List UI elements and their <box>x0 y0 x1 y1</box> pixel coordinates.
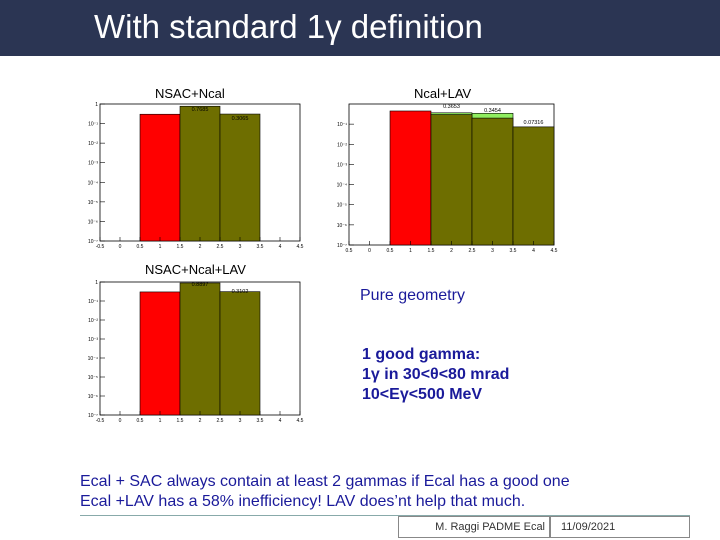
x-tick-label: -0.5 <box>96 418 105 424</box>
x-tick-label: 0.5 <box>137 418 144 424</box>
plot3-label: NSAC+Ncal+LAV <box>145 262 246 277</box>
x-tick-label: 0.5 <box>346 248 353 254</box>
footer-author: M. Raggi PADME Ecal <box>398 516 550 538</box>
bar-value-label: 0.3454 <box>484 108 501 114</box>
x-tick-label: 3 <box>239 418 242 424</box>
y-tick-label: 10⁻⁷ <box>337 243 347 249</box>
title-bar <box>0 0 720 56</box>
x-tick-label: 1.5 <box>428 248 435 254</box>
x-tick-label: 4 <box>532 248 535 254</box>
histogram-bar <box>139 113 181 242</box>
x-tick-label: 0.5 <box>137 244 144 250</box>
histogram-bar <box>219 291 261 416</box>
y-tick-label: 10⁻² <box>88 318 98 324</box>
x-tick-label: 4.5 <box>297 244 304 250</box>
bar-value-label: 0.7685 <box>192 107 209 113</box>
plot-nsac-ncal: -0.5 0 0.5 1 1.5 2 2.5 3 3.5 4 4.5 10⁻⁷ 10⁻⁶ 10⁻⁵ 10⁻⁴… <box>88 102 304 250</box>
histogram-bar <box>471 117 514 246</box>
y-tick-label: 10⁻¹ <box>88 299 98 305</box>
plot2-label: Ncal+LAV <box>414 86 472 101</box>
x-tick-label: 4 <box>279 418 282 424</box>
y-tick-label: 10⁻³ <box>337 162 347 168</box>
footer-divider <box>80 515 690 516</box>
histogram-bar <box>512 126 555 246</box>
x-tick-label: 3.5 <box>257 244 264 250</box>
x-tick-label: 1 <box>159 244 162 250</box>
bar-value-label: 0.3102 <box>232 289 249 295</box>
x-tick-label: 3.5 <box>257 418 264 424</box>
x-tick-label: 0 <box>119 418 122 424</box>
bar-value-label: 0.07316 <box>524 120 544 126</box>
good-gamma-line3: 10<Eγ<500 MeV <box>362 386 483 403</box>
y-tick-label: 10⁻¹ <box>337 122 347 128</box>
x-tick-label: 3 <box>491 248 494 254</box>
y-tick-label: 10⁻⁷ <box>88 413 98 419</box>
x-tick-label: 1.5 <box>177 418 184 424</box>
y-tick-label: 10⁻⁵ <box>88 200 98 206</box>
x-tick-label: 2 <box>199 418 202 424</box>
y-tick-label: 10⁻³ <box>88 337 98 343</box>
bar-value-label: 0.8897 <box>192 282 209 288</box>
y-tick-label: 10⁻⁷ <box>88 239 98 245</box>
conclusion-line2: Ecal +LAV has a 58% inefficiency! LAV do… <box>80 493 526 510</box>
y-tick-label: 10⁻⁵ <box>88 375 98 381</box>
slide-title: With standard 1γ definition <box>94 8 483 45</box>
y-tick-label: 10⁻² <box>88 141 98 147</box>
conclusion-text: Ecal + SAC always contain at least 2 gam… <box>80 472 570 512</box>
good-gamma-line2: 1γ in 30<θ<80 mrad <box>362 366 510 383</box>
conclusion-line1: Ecal + SAC always contain at least 2 gam… <box>80 473 570 490</box>
x-tick-label: 4.5 <box>551 248 558 254</box>
x-tick-label: 4 <box>279 244 282 250</box>
x-tick-label: -0.5 <box>96 244 105 250</box>
x-tick-label: 1.5 <box>177 244 184 250</box>
good-gamma-note: 1 good gamma: 1γ in 30<θ<80 mrad 10<Eγ<5… <box>362 345 509 405</box>
x-tick-label: 2.5 <box>217 418 224 424</box>
y-tick-label: 10⁻¹ <box>88 122 98 128</box>
histogram-bar <box>179 105 221 242</box>
plot-ncal-lav: 0.5 0 0.5 1 1.5 2 2.5 3 3.5 4 4.5 10⁻⁷ 10⁻⁶ 10⁻⁵ 10⁻⁴ 1… <box>337 103 558 254</box>
y-tick-label: 10⁻⁶ <box>88 219 98 225</box>
x-tick-label: 0 <box>119 244 122 250</box>
x-tick-label: 2.5 <box>217 244 224 250</box>
y-tick-label: 10⁻² <box>337 142 347 148</box>
y-tick-label: 10⁻⁴ <box>88 356 98 362</box>
x-tick-label: 2 <box>450 248 453 254</box>
y-tick-label: 10⁻⁶ <box>337 223 347 229</box>
plot-nsac-ncal-lav: -0.5 0 0.5 1 1.5 2 2.5 3 3.5 4 4.5 10⁻⁷ 10⁻⁶ 10⁻⁵ 10⁻⁴… <box>88 280 304 424</box>
y-tick-label: 10⁻⁴ <box>88 180 98 186</box>
histogram-bar <box>430 114 473 246</box>
plot1-label: NSAC+Ncal <box>155 86 225 101</box>
y-tick-label: 1 <box>95 280 98 286</box>
y-tick-label: 10⁻⁴ <box>337 183 347 189</box>
pure-geometry-note: Pure geometry <box>360 287 465 304</box>
y-tick-label: 10⁻⁶ <box>88 394 98 400</box>
x-tick-label: 1 <box>409 248 412 254</box>
x-tick-label: 3.5 <box>510 248 517 254</box>
x-tick-label: 2 <box>199 244 202 250</box>
x-tick-label: 1 <box>159 418 162 424</box>
x-tick-label: 0 <box>368 248 371 254</box>
x-tick-label: 2.5 <box>469 248 476 254</box>
x-tick-label: 0.5 <box>387 248 394 254</box>
x-tick-label: 4.5 <box>297 418 304 424</box>
histogram-bar <box>139 291 181 416</box>
x-tick-label: 3 <box>239 244 242 250</box>
footer-date: 11/09/2021 <box>550 516 690 538</box>
y-tick-label: 1 <box>95 102 98 108</box>
bar-value-label: 0.3065 <box>232 116 249 122</box>
bar-value-label: 0.3653 <box>443 104 460 110</box>
histogram-bar <box>219 113 261 242</box>
y-tick-label: 10⁻⁵ <box>337 203 347 209</box>
histogram-bar <box>179 282 221 416</box>
good-gamma-line1: 1 good gamma: <box>362 346 481 363</box>
histogram-bar <box>389 110 432 246</box>
y-tick-label: 10⁻³ <box>88 161 98 167</box>
